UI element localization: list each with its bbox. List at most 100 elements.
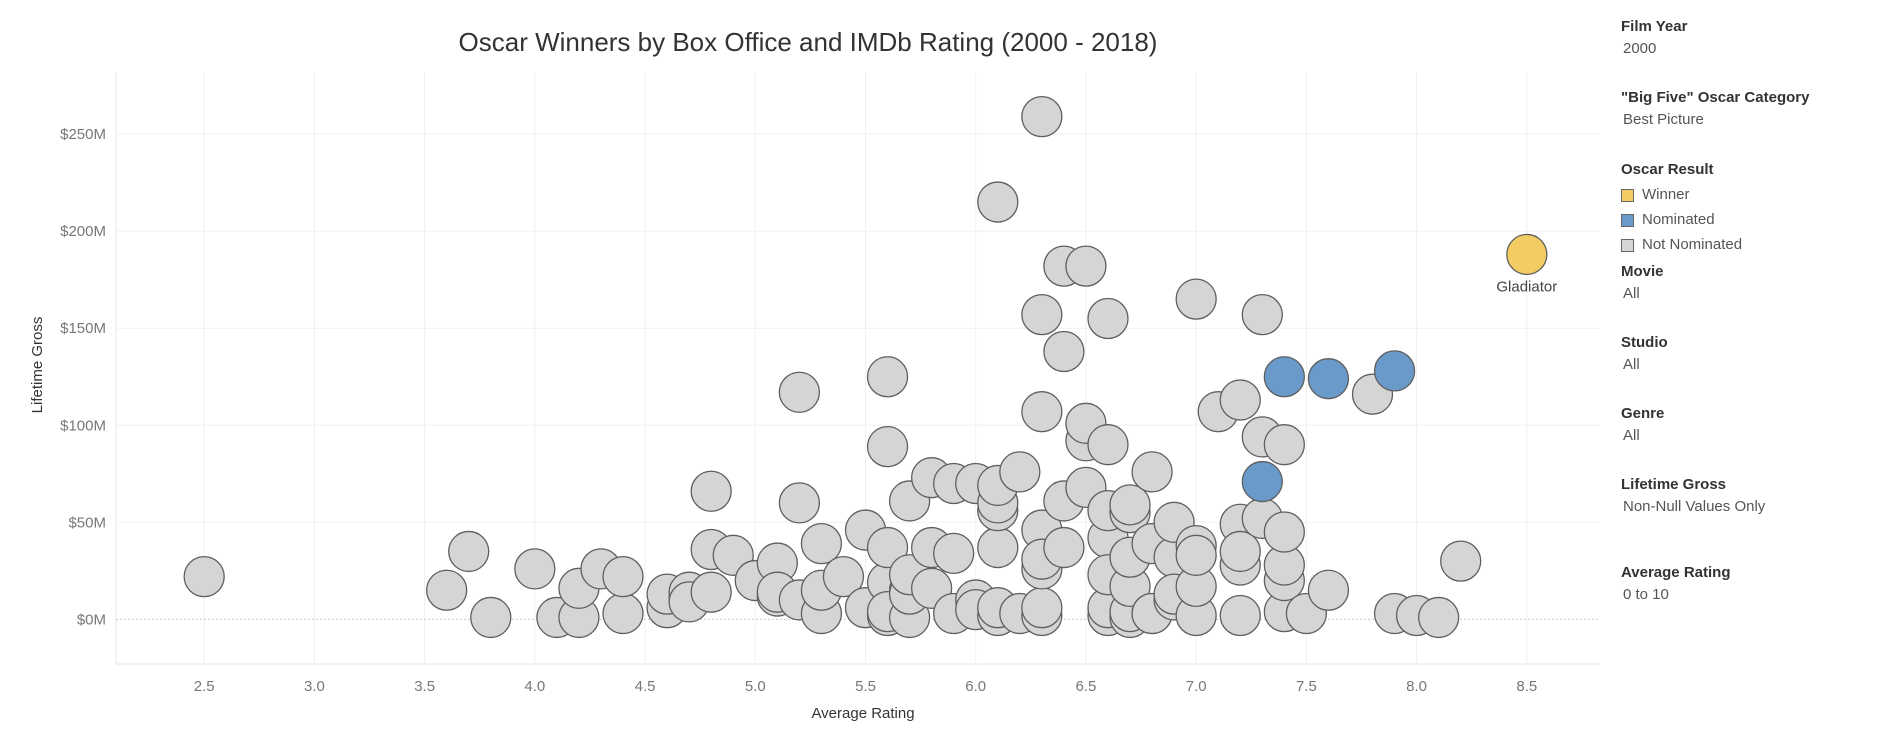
data-point-not-nominated[interactable] — [1043, 526, 1085, 569]
data-point-not-nominated[interactable] — [866, 526, 909, 569]
data-point-not-nominated[interactable] — [1263, 511, 1305, 553]
data-point-not-nominated[interactable] — [1175, 534, 1217, 576]
data-point-not-nominated[interactable] — [933, 532, 975, 575]
y-tick-label: $0M — [77, 611, 106, 628]
y-tick-label: $50M — [68, 514, 106, 531]
filter-label: Film Year — [1621, 18, 1688, 35]
data-point-not-nominated[interactable] — [1219, 594, 1261, 637]
filter-value[interactable]: Best Picture — [1623, 111, 1704, 128]
data-point-not-nominated[interactable] — [183, 556, 225, 598]
not-nominated-swatch-icon — [1621, 238, 1634, 252]
data-point-not-nominated[interactable] — [1043, 330, 1085, 373]
data-point-nominated[interactable] — [1241, 460, 1283, 503]
x-axis-label: Average Rating — [811, 705, 914, 722]
nominated-swatch-icon — [1621, 213, 1634, 227]
y-axis-label: Lifetime Gross — [29, 317, 46, 414]
data-point-not-nominated[interactable] — [1417, 596, 1460, 639]
filter-oscar-category[interactable]: "Big Five" Oscar Category Best Picture — [1621, 89, 1871, 161]
data-point-not-nominated[interactable] — [690, 571, 732, 613]
legend-item-winner[interactable]: Winner — [1621, 186, 1871, 204]
data-point-not-nominated[interactable] — [866, 425, 909, 468]
filter-lifetime-gross[interactable]: Lifetime Gross Non-Null Values Only — [1621, 476, 1871, 564]
data-point-not-nominated[interactable] — [977, 526, 1019, 569]
x-tick-label: 8.0 — [1406, 678, 1427, 695]
filter-genre[interactable]: Genre All — [1621, 405, 1871, 476]
filter-value[interactable]: All — [1623, 285, 1640, 302]
data-point-not-nominated[interactable] — [822, 556, 865, 598]
filter-movie[interactable]: Movie All — [1621, 263, 1871, 334]
data-point-not-nominated[interactable] — [1087, 297, 1129, 340]
chart-title: Oscar Winners by Box Office and IMDb Rat… — [459, 27, 1158, 57]
data-point-not-nominated[interactable] — [690, 470, 732, 512]
x-tick-label: 4.5 — [635, 678, 656, 695]
filter-value[interactable]: Non-Null Values Only — [1623, 498, 1766, 515]
winner-swatch-icon — [1621, 188, 1634, 202]
x-tick-label: 8.5 — [1516, 678, 1537, 695]
x-tick-label: 4.0 — [524, 678, 545, 695]
data-point-not-nominated[interactable] — [426, 569, 468, 611]
filter-value[interactable]: 2000 — [1623, 40, 1657, 57]
scatter-chart: 2.5 3.0 3.5 4.0 4.5 5.0 5.5 6.0 6.5 7.0 7.5 8.0 8.5 $… — [29, 27, 1600, 722]
x-tick-label: 6.0 — [965, 678, 986, 695]
data-point-not-nominated[interactable] — [602, 592, 644, 635]
data-point-not-nominated[interactable] — [602, 556, 644, 598]
data-point-not-nominated[interactable] — [1241, 293, 1283, 336]
axes: 2.5 3.0 3.5 4.0 4.5 5.0 5.5 6.0 6.5 7.0 7.5 8.0 8.5 $… — [60, 126, 1537, 695]
filter-studio[interactable]: Studio All — [1621, 334, 1871, 405]
filter-label: Lifetime Gross — [1621, 476, 1727, 493]
data-point-not-nominated[interactable] — [1109, 484, 1151, 526]
data-point-not-nominated[interactable] — [778, 482, 821, 524]
y-tick-label: $150M — [60, 320, 106, 337]
filter-average-rating[interactable]: Average Rating 0 to 10 — [1621, 564, 1871, 604]
data-point-not-nominated[interactable] — [778, 371, 821, 413]
data-points: Gladiator — [183, 95, 1557, 639]
y-tick-label: $100M — [60, 417, 106, 434]
x-tick-label: 5.0 — [745, 678, 766, 695]
data-point-not-nominated[interactable] — [866, 356, 909, 398]
legend-item-label: Winner — [1642, 186, 1690, 203]
data-point-nominated[interactable] — [1373, 350, 1416, 392]
data-point-not-nominated[interactable] — [470, 596, 512, 639]
filter-value[interactable]: All — [1623, 427, 1640, 444]
data-point-nominated[interactable] — [1263, 356, 1305, 398]
data-point-not-nominated[interactable] — [1175, 278, 1217, 320]
data-point-not-nominated[interactable] — [1440, 540, 1482, 582]
x-tick-label: 7.5 — [1296, 678, 1317, 695]
filter-value[interactable]: 0 to 10 — [1623, 586, 1669, 603]
data-point-not-nominated[interactable] — [514, 548, 556, 590]
filter-value[interactable]: All — [1623, 356, 1640, 373]
data-point-not-nominated[interactable] — [1307, 569, 1350, 611]
data-point-not-nominated[interactable] — [1087, 424, 1129, 466]
filter-label: Average Rating — [1621, 564, 1731, 581]
side-panel: Film Year 2000 "Big Five" Oscar Category… — [1621, 18, 1871, 604]
y-tick-label: $250M — [60, 126, 106, 143]
legend-oscar-result: Oscar Result Winner Nominated Not Nomina… — [1621, 161, 1871, 263]
filter-label: "Big Five" Oscar Category — [1621, 89, 1810, 106]
data-point-not-nominated[interactable] — [1021, 391, 1063, 433]
legend-item-not-nominated[interactable]: Not Nominated — [1621, 236, 1871, 254]
data-point-not-nominated[interactable] — [1021, 95, 1063, 138]
x-tick-label: 3.0 — [304, 678, 325, 695]
data-point-not-nominated[interactable] — [1065, 245, 1107, 287]
data-point-not-nominated[interactable] — [999, 451, 1041, 493]
data-point-not-nominated[interactable] — [977, 181, 1019, 223]
filter-label: Movie — [1621, 263, 1664, 280]
x-tick-label: 7.0 — [1186, 678, 1207, 695]
filter-film-year[interactable]: Film Year 2000 — [1621, 18, 1871, 89]
data-point-not-nominated[interactable] — [1021, 587, 1063, 629]
data-label: Gladiator — [1496, 278, 1557, 295]
legend-item-nominated[interactable]: Nominated — [1621, 211, 1871, 229]
data-point-not-nominated[interactable] — [1219, 530, 1261, 573]
x-tick-label: 6.5 — [1076, 678, 1097, 695]
data-point-not-nominated[interactable] — [1131, 451, 1173, 493]
filter-label: Studio — [1621, 334, 1668, 351]
data-point-not-nominated[interactable] — [800, 523, 843, 565]
data-point-not-nominated[interactable] — [448, 530, 490, 573]
x-tick-label: 3.5 — [414, 678, 435, 695]
data-point-not-nominated[interactable] — [1021, 293, 1063, 336]
data-point-not-nominated[interactable] — [1219, 379, 1261, 421]
data-point-not-nominated[interactable] — [1263, 424, 1305, 466]
data-point-nominated[interactable] — [1307, 358, 1350, 400]
x-tick-label: 5.5 — [855, 678, 876, 695]
data-point-winner[interactable] — [1506, 233, 1548, 276]
